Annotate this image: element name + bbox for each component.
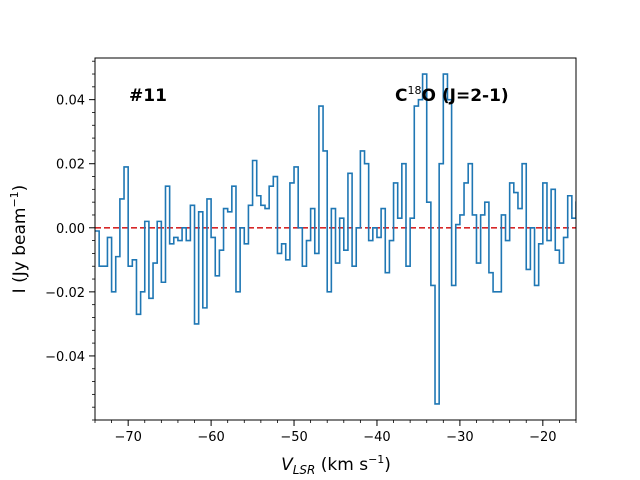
spectrum-series-line <box>95 73 576 405</box>
x-tick-label: −20 <box>529 430 556 445</box>
y-axis-ticks: −0.04 −0.02 0.00 0.02 0.04 <box>45 94 95 365</box>
y-tick-label: −0.04 <box>45 350 85 365</box>
y-axis-label-exp: −1 <box>8 191 21 207</box>
x-axis-label: VLSR (km s−1) <box>281 453 391 477</box>
x-axis-ticks: −70 −60 −50 −40 −30 −20 <box>114 420 557 445</box>
x-axis-label-subscript: LSR <box>293 463 316 477</box>
y-axis-label-main: I (Jy beam <box>10 208 30 294</box>
x-axis-label-units-exp: −1 <box>368 453 384 466</box>
plot-frame <box>94 57 577 421</box>
x-tick-label: −60 <box>197 430 224 445</box>
x-tick-label: −70 <box>114 430 141 445</box>
y-tick-label: 0.00 <box>56 222 85 237</box>
x-axis-label-units-end: ) <box>384 455 391 475</box>
x-tick-label: −40 <box>363 430 390 445</box>
line-label-transition: O (J=2-1) <box>421 86 508 106</box>
x-tick-label: −30 <box>446 430 473 445</box>
x-axis-label-main: V <box>281 455 294 475</box>
y-axis-label: I (Jy beam−1) <box>8 185 30 294</box>
x-tick-label: −50 <box>280 430 307 445</box>
y-tick-label: 0.04 <box>56 94 85 109</box>
y-axis-label-end: ) <box>10 185 30 192</box>
y-tick-label: 0.02 <box>56 158 85 173</box>
line-label-molecule: C <box>395 86 407 106</box>
line-label: C18O (J=2-1) <box>395 84 509 106</box>
x-axis-label-units: (km s <box>315 455 368 475</box>
line-label-isotope: 18 <box>407 84 421 97</box>
y-tick-label: −0.02 <box>45 286 85 301</box>
source-label: #11 <box>129 86 167 106</box>
